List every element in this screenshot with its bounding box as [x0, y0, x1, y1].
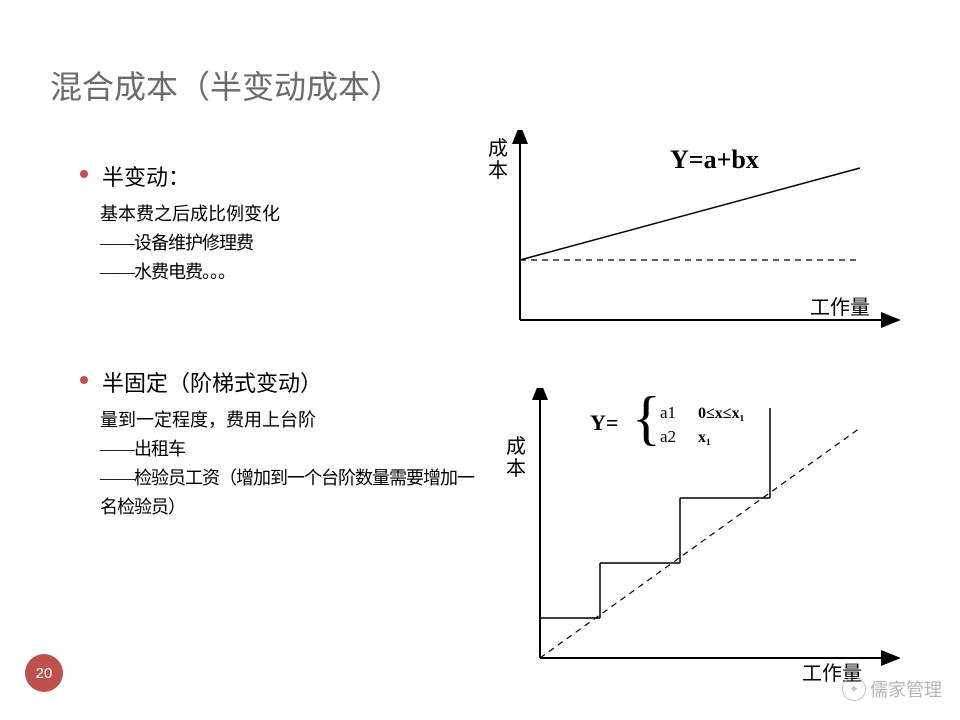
bullet-text: 半变动： — [102, 160, 190, 192]
svg-text:本: 本 — [506, 457, 526, 480]
svg-text:Y=: Y= — [590, 410, 618, 435]
svg-text:成: 成 — [488, 137, 508, 160]
bullet-semi-variable: 半变动： — [80, 160, 480, 192]
watermark-text: 儒家管理 — [870, 676, 942, 702]
svg-text:a1: a1 — [660, 403, 676, 422]
sub-text: ——设备维护修理费 — [100, 229, 480, 258]
svg-text:本: 本 — [488, 159, 508, 182]
sub-text: ——出租车 — [100, 435, 480, 464]
svg-text:0≤x≤x₁: 0≤x≤x₁ — [698, 405, 745, 422]
page-number-badge: 20 — [25, 654, 63, 692]
svg-text:{: { — [632, 388, 661, 451]
step-cost-chart: 成本工作量Y={a10≤x≤x₁a2x₁a3x₂ — [500, 388, 900, 688]
bullet-semi-fixed: 半固定（阶梯式变动） — [80, 366, 480, 398]
sub-text: ——水费电费。。。 — [100, 258, 480, 287]
watermark: ✦ 儒家管理 — [842, 676, 942, 702]
semi-variable-chart: 成本工作量 Y=a+bx — [480, 130, 900, 350]
sub-text: 基本费之后成比例变化 — [100, 200, 480, 229]
svg-text:成: 成 — [506, 435, 526, 458]
page-number: 20 — [36, 665, 53, 682]
svg-text:Y=a+bx: Y=a+bx — [670, 145, 759, 174]
svg-text:x₁a3x₂: x₁a3x₂ — [698, 429, 711, 446]
sub-text: ——检验员工资（增加到一个台阶数量需要增加一名检验员） — [100, 464, 480, 522]
bullet-text: 半固定（阶梯式变动） — [102, 366, 322, 398]
sub-text: 量到一定程度，费用上台阶 — [100, 406, 480, 435]
bullet-dot-icon — [80, 376, 88, 384]
svg-text:a2: a2 — [660, 427, 676, 446]
slide-title: 混合成本（半变动成本） — [50, 62, 402, 108]
watermark-icon: ✦ — [842, 677, 866, 701]
svg-text:工作量: 工作量 — [810, 296, 870, 319]
left-column: 半变动： 基本费之后成比例变化 ——设备维护修理费 ——水费电费。。。 半固定（… — [80, 160, 480, 522]
bullet-dot-icon — [80, 170, 88, 178]
